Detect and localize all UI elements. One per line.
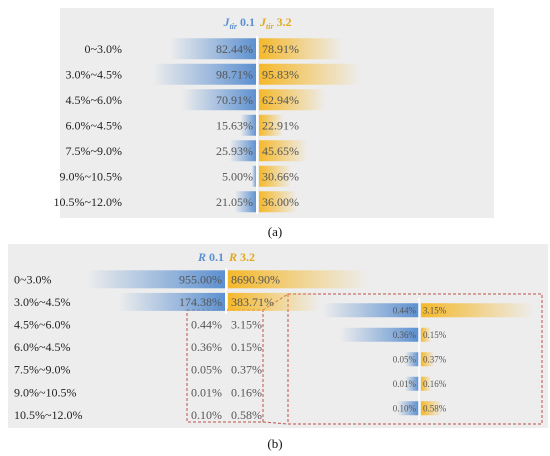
value-label-b-left: 0.10% bbox=[191, 408, 222, 422]
value-label-a-right: 62.94% bbox=[262, 93, 299, 107]
value-label-b-right: 383.71% bbox=[231, 295, 274, 309]
value-label-b-left: 0.36% bbox=[191, 340, 222, 354]
category-label-b: 4.5%~6.0% bbox=[14, 318, 70, 332]
value-label-b-right: 3.15% bbox=[231, 318, 262, 332]
bar-a-left bbox=[234, 191, 257, 213]
category-label-b: 3.0%~4.5% bbox=[14, 295, 70, 309]
value-label-zoom-right: 0.58% bbox=[423, 403, 447, 413]
value-label-a-left: 5.00% bbox=[222, 169, 253, 183]
value-label-b-right: 0.16% bbox=[231, 385, 262, 399]
value-label-a-right: 95.83% bbox=[262, 67, 299, 81]
bar-b-right bbox=[228, 270, 368, 289]
panel-a-header-right: Jtir 3.2 bbox=[259, 15, 292, 31]
value-label-b-right: 0.15% bbox=[231, 340, 262, 354]
value-label-b-right: 8690.90% bbox=[231, 272, 280, 286]
value-label-b-right: 0.58% bbox=[231, 408, 262, 422]
bar-zoom-left bbox=[339, 327, 419, 342]
bar-zoom-left bbox=[405, 376, 419, 391]
bar-zoom-left bbox=[322, 303, 419, 318]
category-label-a: 10.5%~12.0% bbox=[54, 195, 122, 209]
value-label-zoom-left: 0.01% bbox=[393, 379, 417, 389]
bar-a-left bbox=[251, 165, 257, 187]
value-label-zoom-right: 0.37% bbox=[423, 354, 447, 364]
bar-b-left bbox=[86, 270, 226, 289]
bar-zoom-right bbox=[421, 376, 431, 391]
category-label-b: 9.0%~10.5% bbox=[14, 385, 76, 399]
bar-zoom-left bbox=[397, 401, 419, 416]
bar-a-right bbox=[259, 38, 343, 60]
value-label-a-left: 98.71% bbox=[216, 67, 253, 81]
panel-b-header-right: R 3.2 bbox=[228, 250, 255, 264]
category-label-a: 7.5%~9.0% bbox=[66, 144, 122, 158]
bar-a-right bbox=[259, 140, 308, 162]
category-label-a: 0~3.0% bbox=[85, 42, 123, 56]
bar-a-left bbox=[229, 140, 257, 162]
bar-zoom-right bbox=[421, 352, 435, 367]
value-label-a-right: 45.65% bbox=[262, 144, 299, 158]
bar-zoom-left bbox=[405, 352, 419, 367]
value-label-a-left: 15.63% bbox=[216, 118, 253, 132]
category-label-b: 7.5%~9.0% bbox=[14, 363, 70, 377]
bar-a-left bbox=[152, 63, 257, 85]
caption-a: (a) bbox=[268, 224, 282, 239]
value-label-zoom-left: 0.05% bbox=[393, 354, 417, 364]
category-label-a: 3.0%~4.5% bbox=[66, 67, 122, 81]
bar-zoom-right bbox=[421, 401, 442, 416]
zoom-connector-bottom bbox=[262, 421, 289, 425]
bar-a-right bbox=[259, 191, 298, 213]
bar-zoom-right bbox=[421, 303, 535, 318]
value-label-b-left: 174.38% bbox=[179, 295, 222, 309]
value-label-a-left: 25.93% bbox=[216, 144, 253, 158]
value-label-b-left: 0.01% bbox=[191, 385, 222, 399]
bar-a-right bbox=[259, 63, 361, 85]
category-label-b: 10.5%~12.0% bbox=[14, 408, 82, 422]
value-label-a-left: 82.44% bbox=[216, 42, 253, 56]
value-label-b-left: 0.05% bbox=[191, 363, 222, 377]
bar-a-right bbox=[259, 114, 284, 136]
bar-b-right bbox=[228, 292, 320, 311]
category-label-a: 6.0%~4.5% bbox=[66, 118, 122, 132]
value-label-a-right: 36.00% bbox=[262, 195, 299, 209]
bar-a-right bbox=[259, 165, 292, 187]
value-label-a-right: 30.66% bbox=[262, 169, 299, 183]
value-label-b-left: 955.00% bbox=[179, 272, 222, 286]
bar-a-right bbox=[259, 89, 326, 111]
value-label-zoom-left: 0.36% bbox=[393, 330, 417, 340]
value-label-zoom-left: 0.10% bbox=[393, 403, 417, 413]
bar-b-left bbox=[118, 292, 226, 311]
caption-b: (b) bbox=[267, 436, 282, 451]
value-label-a-left: 21.05% bbox=[216, 195, 253, 209]
value-label-b-left: 0.44% bbox=[191, 318, 222, 332]
value-label-a-right: 22.91% bbox=[262, 118, 299, 132]
value-label-zoom-right: 0.15% bbox=[423, 330, 447, 340]
category-label-b: 0~3.0% bbox=[14, 272, 52, 286]
category-label-a: 9.0%~10.5% bbox=[60, 169, 122, 183]
value-label-b-right: 0.37% bbox=[231, 363, 262, 377]
value-label-zoom-right: 3.15% bbox=[423, 305, 447, 315]
panel-b-header-left: R 0.1 bbox=[197, 250, 224, 264]
panel-a-header-left: Jtir 0.1 bbox=[222, 15, 255, 31]
bar-a-left bbox=[240, 114, 257, 136]
category-label-a: 4.5%~6.0% bbox=[66, 93, 122, 107]
value-label-a-right: 78.91% bbox=[262, 42, 299, 56]
bar-a-left bbox=[169, 38, 257, 60]
bar-zoom-right bbox=[421, 327, 431, 342]
category-label-b: 6.0%~4.5% bbox=[14, 340, 70, 354]
value-label-zoom-left: 0.44% bbox=[393, 305, 417, 315]
value-label-zoom-right: 0.16% bbox=[423, 379, 447, 389]
bar-a-left bbox=[181, 89, 257, 111]
value-label-a-left: 70.91% bbox=[216, 93, 253, 107]
